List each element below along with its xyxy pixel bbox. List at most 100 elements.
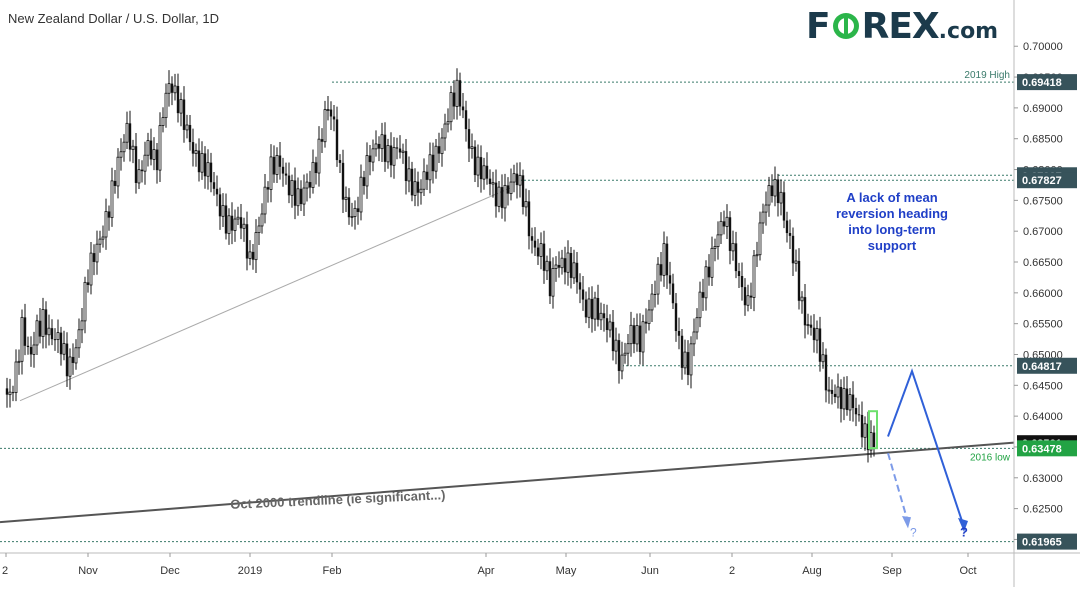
- candle-body-up: [512, 173, 516, 183]
- y-tick-label: 0.67500: [1023, 195, 1063, 207]
- candle-body-down: [824, 354, 828, 391]
- candle-body-down: [395, 147, 399, 149]
- x-tick-label: Apr: [477, 565, 494, 577]
- candle-body-down: [368, 155, 372, 163]
- logo-domain: .com: [938, 19, 999, 44]
- candle-body-down: [140, 169, 144, 172]
- candle-body-up: [761, 211, 765, 224]
- candle-body-down: [602, 313, 606, 319]
- candle-body-up: [635, 325, 639, 345]
- candle-body-up: [164, 92, 168, 119]
- candle-body-down: [737, 271, 741, 277]
- candle-body-down: [389, 145, 393, 166]
- candle-body-down: [467, 129, 471, 149]
- candle-body-down: [182, 99, 186, 130]
- candle-body-up: [758, 222, 762, 256]
- candle-body-down: [617, 340, 621, 371]
- candle-body-up: [647, 309, 651, 324]
- candle-body-down: [506, 185, 510, 194]
- candle-body-down: [638, 325, 642, 352]
- candle-body-up: [371, 148, 375, 163]
- candle-body-down: [5, 388, 9, 395]
- candle-body-up: [35, 320, 39, 346]
- candle-body-down: [437, 146, 441, 154]
- candle-body-up: [848, 394, 852, 411]
- level-price-box: [1017, 172, 1077, 189]
- candle-body-up: [626, 343, 630, 354]
- candle-body-down: [515, 173, 519, 186]
- candle-body-up: [380, 134, 384, 150]
- candle-body-up: [206, 162, 210, 177]
- candle-body-down: [23, 317, 27, 346]
- candle-body-down: [665, 243, 669, 276]
- candle-body-down: [212, 182, 216, 189]
- level-label: 2016 low: [970, 452, 1011, 463]
- logo-letters-rex: REX: [861, 6, 940, 47]
- candle-body-down: [533, 240, 537, 248]
- candle-body-up: [83, 281, 87, 322]
- candle-body-up: [344, 196, 348, 201]
- candle-body-down: [284, 173, 288, 176]
- candle-body-up: [353, 207, 357, 217]
- candle-body-down: [743, 287, 747, 306]
- candle-body-down: [281, 166, 285, 174]
- candle-body-up: [620, 354, 624, 372]
- candle-body-up: [428, 154, 432, 181]
- candle-body-down: [107, 211, 111, 218]
- candle-body-up: [719, 220, 723, 236]
- candle-body-up: [422, 171, 426, 190]
- candle-body-up: [104, 211, 108, 238]
- candle-body-down: [686, 352, 690, 375]
- candle-body-down: [230, 215, 234, 231]
- candle-body-down: [155, 149, 159, 171]
- candle-body-up: [704, 266, 708, 299]
- candle-body-up: [554, 264, 558, 269]
- candle-body-down: [458, 80, 462, 107]
- x-tick-label: 2: [2, 565, 8, 577]
- candle-body-down: [644, 321, 648, 324]
- candle-body-up: [248, 251, 252, 259]
- candle-body-up: [317, 138, 321, 174]
- candle-body-up: [257, 225, 261, 234]
- candle-body-down: [425, 171, 429, 180]
- candle-body-up: [167, 83, 171, 94]
- candle-body-up: [62, 343, 66, 355]
- candle-body-up: [173, 85, 177, 94]
- candle-body-up: [566, 252, 570, 273]
- candle-body-up: [713, 246, 717, 249]
- candle-body-up: [497, 186, 501, 207]
- candle-body-up: [158, 125, 162, 171]
- y-tick-label: 0.67000: [1023, 226, 1063, 238]
- candle-body-up: [764, 204, 768, 213]
- candle-body-up: [17, 360, 21, 363]
- candle-body-up: [152, 149, 156, 160]
- candle-body-up: [662, 243, 666, 276]
- y-tick-label: 0.64000: [1023, 411, 1063, 423]
- candle-body-down: [398, 148, 402, 153]
- candle-body-up: [98, 238, 102, 245]
- candle-body-up: [608, 321, 612, 331]
- candle-body-down: [596, 297, 600, 320]
- candle-body-up: [116, 156, 120, 187]
- candle-body-up: [692, 331, 696, 345]
- y-tick-label: 0.65500: [1023, 319, 1063, 331]
- candle-body-down: [782, 192, 786, 221]
- candle-body-up: [95, 243, 99, 263]
- candle-body-down: [11, 392, 15, 394]
- candle-body-up: [509, 181, 513, 195]
- candle-body-down: [245, 224, 249, 259]
- candle-body-up: [449, 92, 453, 123]
- candle-body-up: [440, 137, 444, 155]
- candle-body-down: [479, 157, 483, 180]
- candle-body-down: [251, 251, 255, 260]
- y-tick-label: 0.69000: [1023, 103, 1063, 115]
- candle-body-up: [122, 141, 126, 153]
- candle-body-up: [407, 168, 411, 182]
- candle-body-up: [806, 324, 810, 327]
- candle-body-down: [215, 188, 219, 195]
- level-price-value: 0.63478: [1022, 443, 1062, 455]
- candle-body-down: [500, 187, 504, 208]
- candle-body-up: [560, 257, 564, 269]
- candle-body-up: [260, 213, 264, 227]
